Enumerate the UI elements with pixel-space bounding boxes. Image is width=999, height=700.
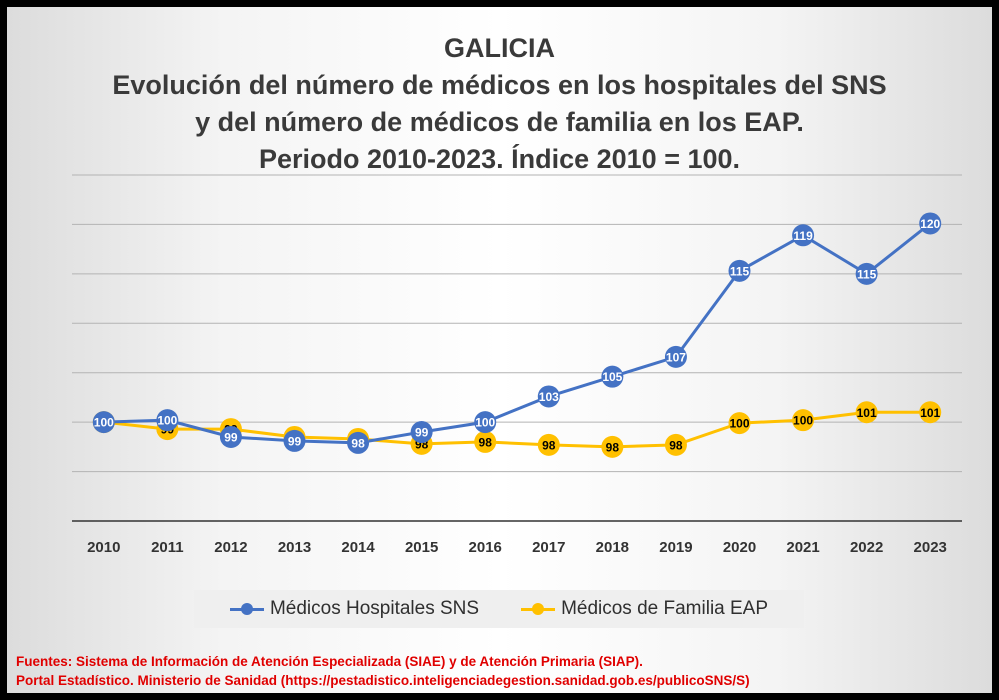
data-label: 101 xyxy=(920,406,940,420)
data-label: 98 xyxy=(542,438,556,452)
legend-label-hospitales: Médicos Hospitales SNS xyxy=(269,598,480,619)
data-point xyxy=(855,262,878,285)
data-label: 100 xyxy=(729,417,749,431)
data-point xyxy=(410,421,433,444)
legend-swatch-hospitales xyxy=(229,602,264,616)
data-label: 105 xyxy=(602,370,622,384)
legend-item-hospitales: Médicos Hospitales SNS xyxy=(229,598,480,620)
data-point xyxy=(664,433,687,456)
data-label: 100 xyxy=(94,416,114,430)
title-line-region: GALICIA xyxy=(444,33,555,63)
data-point xyxy=(537,433,560,456)
data-label: 99 xyxy=(415,426,429,440)
data-point xyxy=(474,430,497,453)
data-point xyxy=(601,365,624,388)
data-label: 100 xyxy=(793,414,813,428)
data-label: 115 xyxy=(857,267,877,281)
x-tick-label: 2012 xyxy=(214,539,247,556)
title-line-subject: Evolución del número de médicos en los h… xyxy=(112,70,887,100)
legend-swatch-familia xyxy=(521,602,556,616)
data-label: 100 xyxy=(475,416,495,430)
source-note: Fuentes: Sistema de Información de Atenc… xyxy=(16,652,750,690)
source-line-1: Fuentes: Sistema de Información de Atenc… xyxy=(16,654,643,669)
data-label: 107 xyxy=(666,350,686,364)
data-point xyxy=(283,429,306,452)
data-label: 115 xyxy=(730,264,750,278)
x-tick-label: 2022 xyxy=(850,539,883,556)
data-point xyxy=(792,409,815,432)
data-point xyxy=(919,401,942,424)
data-point xyxy=(92,411,115,434)
data-point xyxy=(156,409,179,432)
x-tick-label: 2017 xyxy=(532,539,565,556)
legend-label-familia: Médicos de Familia EAP xyxy=(561,598,769,619)
data-point xyxy=(728,259,751,282)
data-label: 101 xyxy=(857,406,877,420)
x-tick-label: 2010 xyxy=(87,539,120,556)
x-tick-label: 2015 xyxy=(405,539,438,556)
data-point xyxy=(728,412,751,435)
data-label: 99 xyxy=(224,430,238,444)
data-point xyxy=(601,435,624,458)
title-line-subject-cont: y del número de médicos de familia en lo… xyxy=(195,107,804,137)
data-label: 103 xyxy=(539,390,559,404)
data-label: 98 xyxy=(606,440,620,454)
data-point xyxy=(792,224,815,247)
chart-title: GALICIA Evolución del número de médicos … xyxy=(0,30,999,178)
x-tick-label: 2011 xyxy=(151,539,184,556)
x-tick-label: 2021 xyxy=(786,539,819,556)
x-tick-label: 2013 xyxy=(278,539,311,556)
data-label: 99 xyxy=(288,434,302,448)
data-label: 100 xyxy=(157,414,177,428)
data-point xyxy=(855,401,878,424)
title-line-period: Periodo 2010-2023. Índice 2010 = 100. xyxy=(258,144,741,174)
data-point xyxy=(219,425,242,448)
data-label: 119 xyxy=(793,229,813,243)
legend: Médicos Hospitales SNS Médicos de Famili… xyxy=(194,590,804,628)
x-tick-label: 2020 xyxy=(723,539,756,556)
data-point xyxy=(664,345,687,368)
x-tick-label: 2018 xyxy=(596,539,629,556)
data-label: 98 xyxy=(351,436,365,450)
data-label: 98 xyxy=(479,435,493,449)
x-tick-label: 2016 xyxy=(469,539,502,556)
data-label: 98 xyxy=(669,438,683,452)
x-tick-label: 2014 xyxy=(341,539,375,556)
data-point xyxy=(537,385,560,408)
x-tick-label: 2019 xyxy=(659,539,692,556)
source-line-2: Portal Estadístico. Ministerio de Sanida… xyxy=(16,673,750,688)
data-point xyxy=(347,431,370,454)
data-point xyxy=(919,212,942,235)
legend-item-familia: Médicos de Familia EAP xyxy=(521,598,768,620)
data-label: 120 xyxy=(920,217,940,231)
x-tick-label: 2023 xyxy=(914,539,947,556)
data-point xyxy=(474,411,497,434)
